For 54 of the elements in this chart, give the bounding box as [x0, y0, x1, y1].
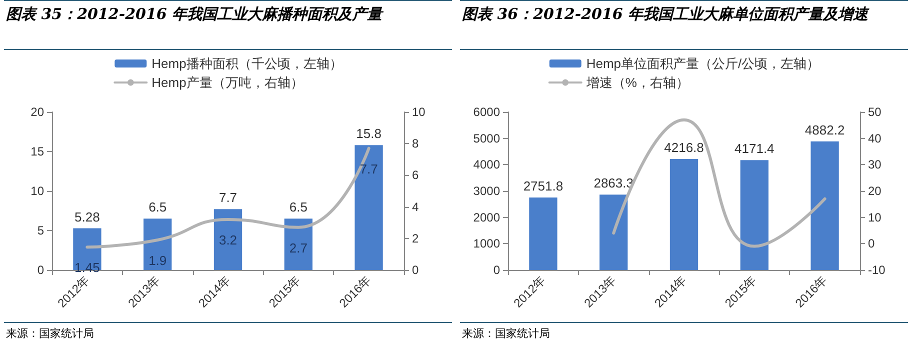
y-tick-label: 1000 [473, 236, 500, 251]
bar [670, 158, 698, 270]
legend-label: 增速（%，右轴） [585, 75, 689, 90]
legend-label: Hemp播种面积（千公顷，左轴） [152, 56, 342, 71]
y2-tick-label: -10 [868, 263, 886, 277]
data-label: 4216.8 [664, 140, 704, 155]
data-label: 4171.4 [734, 141, 774, 156]
data-label: 5.28 [74, 209, 100, 224]
source-note: 来源：国家统计局 [460, 322, 908, 345]
legend-label: Hemp产量（万吨，右轴） [152, 75, 304, 90]
bar [740, 160, 768, 270]
y-tick-label: 3000 [473, 184, 500, 198]
y2-tick-label: 6 [412, 168, 419, 182]
bar [600, 194, 628, 270]
legend-label: Hemp单位面积产量（公斤/公顷，左轴） [586, 56, 820, 71]
y-tick-label: 10 [30, 184, 44, 198]
bar [810, 141, 839, 270]
data-label: 6.5 [289, 200, 308, 215]
y2-tick-label: 10 [412, 105, 426, 119]
y-tick-label: 4000 [473, 158, 500, 172]
bar [214, 209, 242, 270]
bar [529, 198, 558, 270]
y2-tick-label: 40 [868, 131, 882, 146]
y2-tick-label: 0 [868, 236, 875, 251]
data-label: 2751.8 [523, 178, 564, 194]
y-tick-label: 5 [37, 224, 44, 238]
y2-tick-label: 20 [868, 184, 882, 198]
data-label: 6.5 [148, 200, 167, 215]
source-note: 来源：国家统计局 [4, 322, 452, 345]
y2-tick-label: 0 [412, 263, 419, 277]
bar [354, 145, 383, 270]
data-label: 1.9 [148, 252, 167, 268]
data-label: 3.2 [218, 232, 238, 248]
data-label: 7.7 [360, 161, 378, 176]
y2-tick-label: 4 [412, 200, 419, 214]
data-label: 15.8 [356, 126, 382, 142]
y2-tick-label: 2 [412, 231, 419, 246]
y2-tick-label: 50 [868, 105, 882, 119]
data-label: 2.7 [289, 240, 308, 256]
data-label: 4882.2 [804, 122, 845, 138]
y2-tick-label: 30 [868, 158, 882, 172]
y-tick-label: 6000 [473, 105, 500, 119]
y-tick-label: 2000 [473, 210, 500, 224]
y-tick-label: 0 [37, 263, 44, 277]
y2-tick-label: 8 [412, 136, 419, 151]
data-label: 7.7 [218, 190, 238, 206]
y-tick-label: 5000 [473, 131, 500, 146]
y-tick-label: 20 [30, 105, 44, 119]
y-tick-label: 15 [30, 144, 44, 158]
chart-title: 图表 35：2012-2016 年我国工业大麻播种面积及产量 [4, 0, 452, 50]
chart-title: 图表 36：2012-2016 年我国工业大麻单位面积产量及增速 [460, 0, 908, 50]
bar [284, 218, 312, 270]
y2-tick-label: 10 [868, 210, 882, 224]
y-tick-label: 0 [493, 263, 500, 277]
